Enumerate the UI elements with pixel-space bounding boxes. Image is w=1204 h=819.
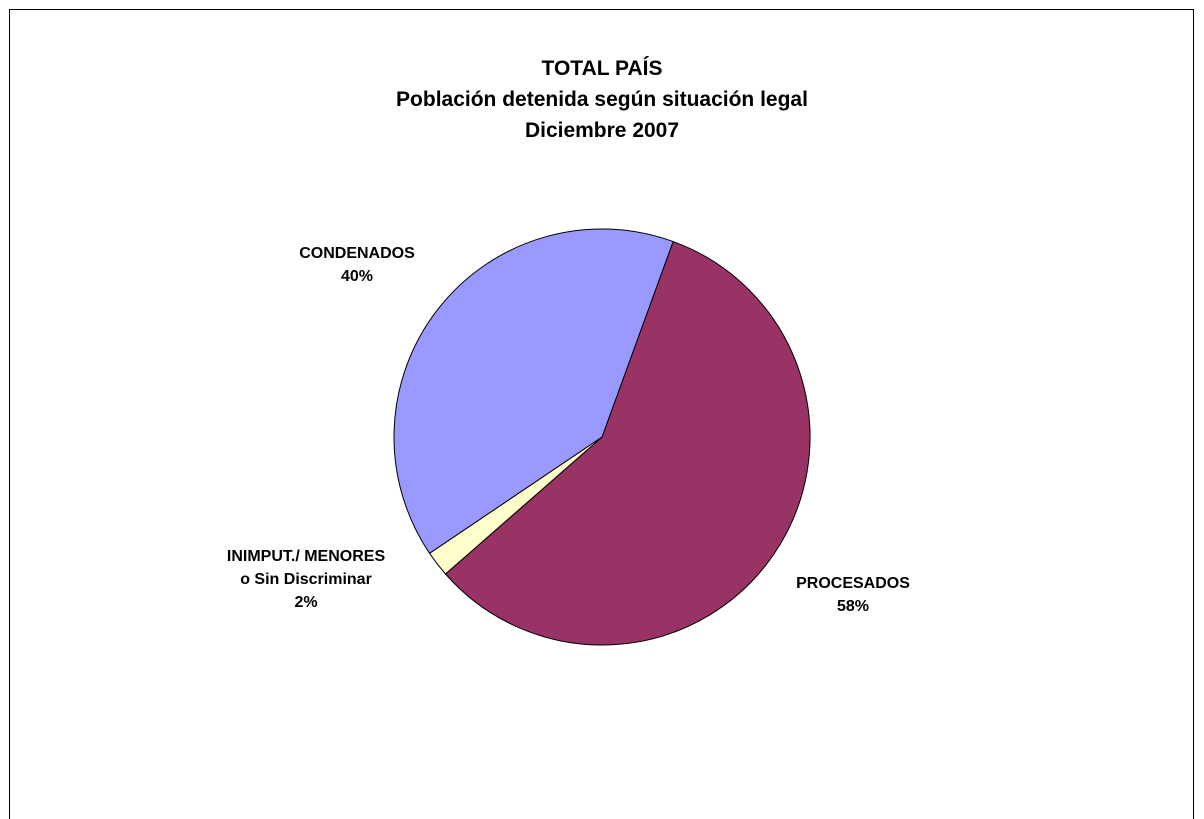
pie-slices [393,228,811,646]
chart-title: TOTAL PAÍS Población detenida según situ… [0,53,1204,146]
pie-labels: PROCESADOS 58% INIMPUT./ MENORES o Sin Disc… [227,245,910,615]
slice-percent-label: 2% [294,594,317,611]
slice-procesados [444,240,811,646]
slice-category-label: o Sin Discriminar [240,571,372,588]
chart-title-line-1: TOTAL PAÍS [541,57,663,80]
chart-frame [9,9,1194,819]
label-procesados: PROCESADOS 58% [796,575,910,615]
label-condenados: CONDENADOS 40% [299,245,415,285]
slice-percent-label: 58% [837,598,869,615]
slice-percent-label: 40% [341,268,373,285]
label-inimputables: INIMPUT./ MENORES o Sin Discriminar 2% [227,548,386,611]
slice-category-label: CONDENADOS [299,245,415,262]
chart-title-line-3: Diciembre 2007 [524,119,680,142]
slice-category-label: INIMPUT./ MENORES [227,548,386,565]
slice-category-label: PROCESADOS [796,575,910,592]
chart-title-line-2: Población detenida según situación legal [396,88,808,111]
slice-condenados [393,228,674,555]
